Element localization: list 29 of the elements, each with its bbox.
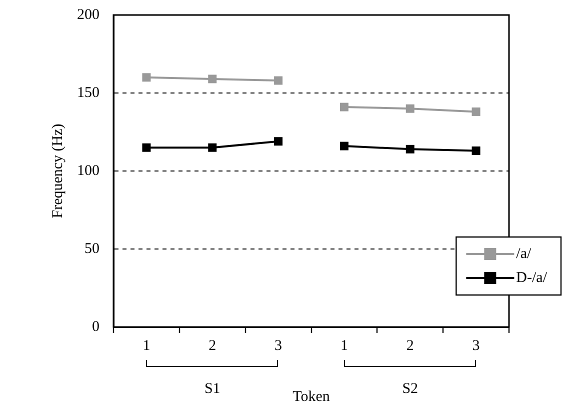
y-tick-label: 50 <box>84 240 100 257</box>
x-tick-label: 2 <box>406 338 414 354</box>
point <box>208 143 217 152</box>
point <box>274 137 283 146</box>
legend-label: /a/ <box>516 246 532 262</box>
legend-label: D-/a/ <box>516 270 548 286</box>
x-tick-label: 3 <box>472 338 480 354</box>
text: S2 <box>402 381 418 398</box>
y-tick-label: 200 <box>77 6 100 23</box>
point <box>142 143 151 152</box>
point <box>472 146 480 155</box>
point <box>142 73 151 82</box>
point <box>406 144 414 154</box>
x-tick-label: 1 <box>340 338 348 354</box>
point <box>208 74 217 84</box>
point <box>406 104 414 113</box>
x-tick-label: 1 <box>142 338 150 354</box>
point <box>340 102 348 112</box>
y-tick-label: 150 <box>77 84 100 101</box>
point <box>274 76 283 85</box>
text: S1 <box>204 381 220 398</box>
point <box>340 142 348 150</box>
y-axis-title: Frequency (Hz) <box>50 124 66 218</box>
y-tick-label: 0 <box>92 318 100 335</box>
y-tick-label: 100 <box>77 162 100 179</box>
point <box>472 107 480 116</box>
x-tick-label: 3 <box>274 338 282 354</box>
x-tick-label: 2 <box>208 338 216 354</box>
x-axis-title: Token <box>292 389 330 406</box>
